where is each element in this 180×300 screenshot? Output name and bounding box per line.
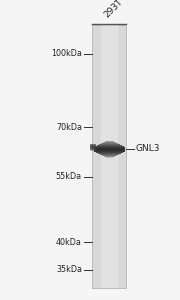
Text: 70kDa: 70kDa	[56, 123, 82, 132]
Text: 293T: 293T	[103, 0, 125, 19]
Text: 55kDa: 55kDa	[56, 172, 82, 181]
Bar	[100, 25, 118, 288]
Text: 35kDa: 35kDa	[56, 265, 82, 274]
Text: GNL3: GNL3	[136, 144, 161, 153]
Text: 100kDa: 100kDa	[51, 49, 82, 58]
Bar	[92, 25, 126, 288]
Text: 40kDa: 40kDa	[56, 238, 82, 247]
